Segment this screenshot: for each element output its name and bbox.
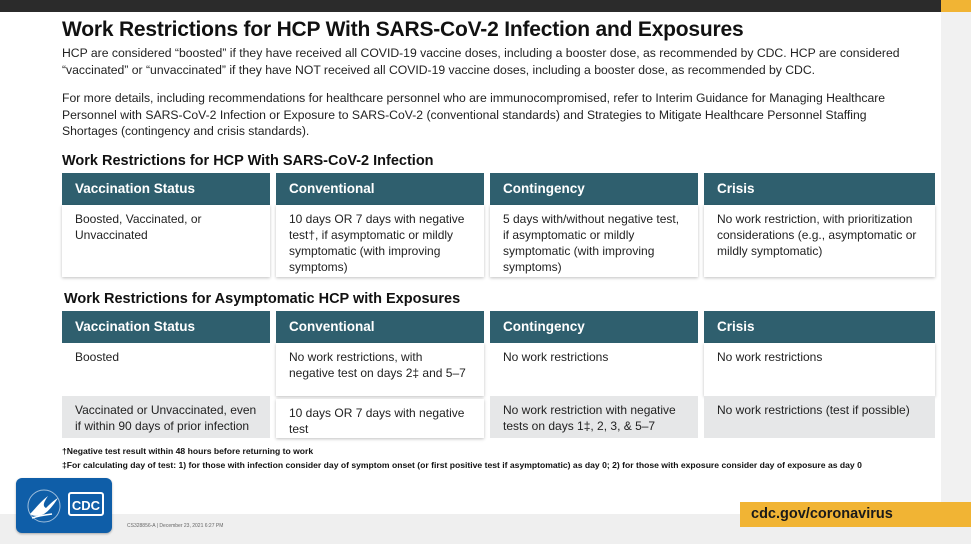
cdc-logo-text: CDC bbox=[68, 492, 104, 516]
exposure-row2-crisis: No work restrictions (test if possible) bbox=[704, 396, 935, 438]
footnotes: †Negative test result within 48 hours be… bbox=[62, 444, 862, 472]
intro-paragraph-more-details: For more details, including recommendati… bbox=[62, 91, 886, 138]
exposure-row1-crisis: No work restrictions bbox=[704, 343, 935, 396]
top-bar bbox=[0, 0, 971, 12]
infection-header-contingency: Contingency bbox=[490, 173, 698, 205]
exposure-row2-conventional: 10 days OR 7 days with negative test bbox=[276, 399, 484, 438]
hhs-eagle-icon bbox=[27, 489, 61, 523]
exposure-row2-vaccination-status: Vaccinated or Unvaccinated, even if with… bbox=[62, 396, 270, 438]
exposure-row1-contingency: No work restrictions bbox=[490, 343, 698, 396]
top-bar-accent bbox=[941, 0, 971, 12]
exposure-row1-conventional: No work restrictions, with negative test… bbox=[276, 343, 484, 396]
exposure-header-crisis: Crisis bbox=[704, 311, 935, 343]
infection-table-title: Work Restrictions for HCP With SARS-CoV-… bbox=[62, 153, 434, 169]
infection-header-conventional: Conventional bbox=[276, 173, 484, 205]
footnote-double-dagger: ‡For calculating day of test: 1) for tho… bbox=[62, 460, 862, 470]
document-id: CS328856-A | December 23, 2021 6:27 PM bbox=[127, 523, 224, 529]
infection-cell-vaccination-status: Boosted, Vaccinated, or Unvaccinated bbox=[62, 205, 270, 277]
infection-cell-crisis: No work restriction, with prioritization… bbox=[704, 205, 935, 277]
cdc-coronavirus-link[interactable]: cdc.gov/coronavirus bbox=[740, 502, 971, 527]
exposure-row2-contingency: No work restriction with negative tests … bbox=[490, 396, 698, 438]
footnote-dagger: †Negative test result within 48 hours be… bbox=[62, 446, 314, 456]
infection-header-crisis: Crisis bbox=[704, 173, 935, 205]
page-title: Work Restrictions for HCP With SARS-CoV-… bbox=[62, 18, 744, 41]
exposure-row1-vaccination-status: Boosted bbox=[62, 343, 270, 396]
infection-cell-conventional: 10 days OR 7 days with negative test†, i… bbox=[276, 205, 484, 277]
exposure-header-conventional: Conventional bbox=[276, 311, 484, 343]
exposure-header-vaccination-status: Vaccination Status bbox=[62, 311, 270, 343]
intro-paragraph-boosted-definition: HCP are considered “boosted” if they hav… bbox=[62, 46, 900, 77]
exposure-table-title: Work Restrictions for Asymptomatic HCP w… bbox=[64, 291, 461, 307]
infection-header-vaccination-status: Vaccination Status bbox=[62, 173, 270, 205]
infection-cell-contingency: 5 days with/without negative test, if as… bbox=[490, 205, 698, 277]
cdc-logo: CDC bbox=[16, 478, 112, 533]
right-margin-band bbox=[941, 12, 971, 544]
exposure-header-contingency: Contingency bbox=[490, 311, 698, 343]
